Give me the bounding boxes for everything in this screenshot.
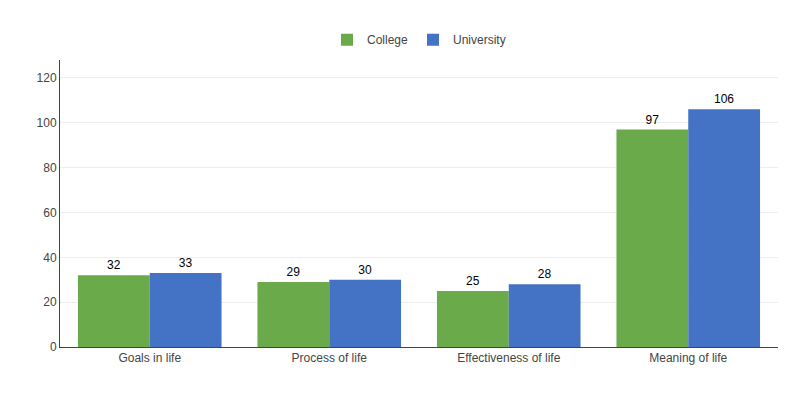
svg-text:29: 29 (287, 265, 301, 279)
svg-text:120: 120 (37, 71, 57, 85)
svg-text:25: 25 (466, 274, 480, 288)
svg-text:60: 60 (43, 206, 57, 220)
svg-text:20: 20 (43, 295, 57, 309)
svg-text:Process of life: Process of life (292, 351, 368, 365)
svg-text:100: 100 (37, 116, 57, 130)
svg-text:106: 106 (714, 92, 734, 106)
svg-text:Goals in life: Goals in life (118, 351, 181, 365)
svg-text:University: University (453, 33, 506, 47)
svg-text:80: 80 (43, 161, 57, 175)
svg-text:40: 40 (43, 251, 57, 265)
svg-text:28: 28 (538, 267, 552, 281)
svg-text:0: 0 (50, 340, 57, 354)
svg-text:College: College (367, 33, 408, 47)
svg-text:32: 32 (107, 258, 121, 272)
svg-text:97: 97 (646, 113, 660, 127)
svg-text:Effectiveness of life: Effectiveness of life (457, 351, 560, 365)
svg-text:Meaning of life: Meaning of life (649, 351, 727, 365)
svg-text:30: 30 (358, 263, 372, 277)
svg-text:33: 33 (179, 256, 193, 270)
